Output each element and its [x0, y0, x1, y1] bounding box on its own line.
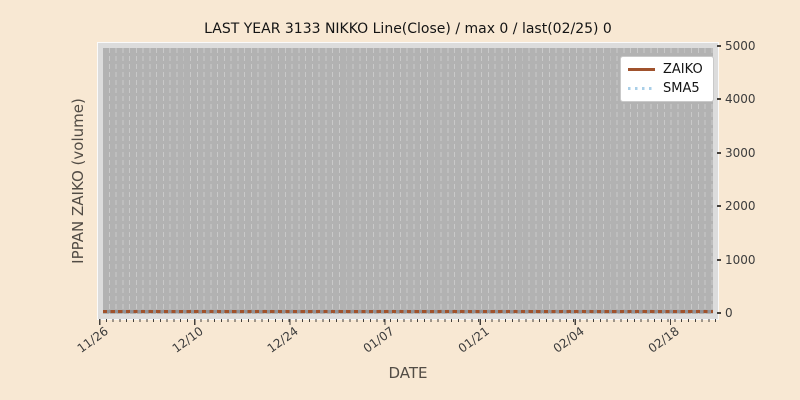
chart-title: LAST YEAR 3133 NIKKO Line(Close) / max 0…: [204, 21, 612, 37]
zaiko-line-swatch: [628, 68, 655, 71]
y-tick-label: 3000: [717, 146, 756, 160]
y-tick-label: 4000: [717, 92, 756, 106]
y-axis-label: IPPAN ZAIKO (volume): [69, 98, 87, 264]
legend-item-zaiko: ZAIKO: [628, 62, 706, 77]
legend-label: SMA5: [663, 81, 700, 96]
vertical-dashed-gridlines: [103, 48, 713, 314]
y-tick-label: 2000: [717, 199, 756, 213]
sma5-dotted-swatch: [628, 87, 655, 90]
y-tick-label: 1000: [717, 253, 756, 267]
plot-area: [98, 43, 718, 319]
x-axis-label: DATE: [388, 364, 428, 382]
x-axis-major-ticks: [99, 319, 718, 325]
legend: ZAIKO SMA5: [620, 56, 714, 102]
y-tick-label: 0: [717, 306, 733, 320]
zaiko-sma5-flat-line-at-zero: [103, 310, 713, 313]
y-tick-label: 5000: [717, 39, 756, 53]
legend-item-sma5: SMA5: [628, 81, 706, 96]
legend-label: ZAIKO: [663, 62, 703, 77]
